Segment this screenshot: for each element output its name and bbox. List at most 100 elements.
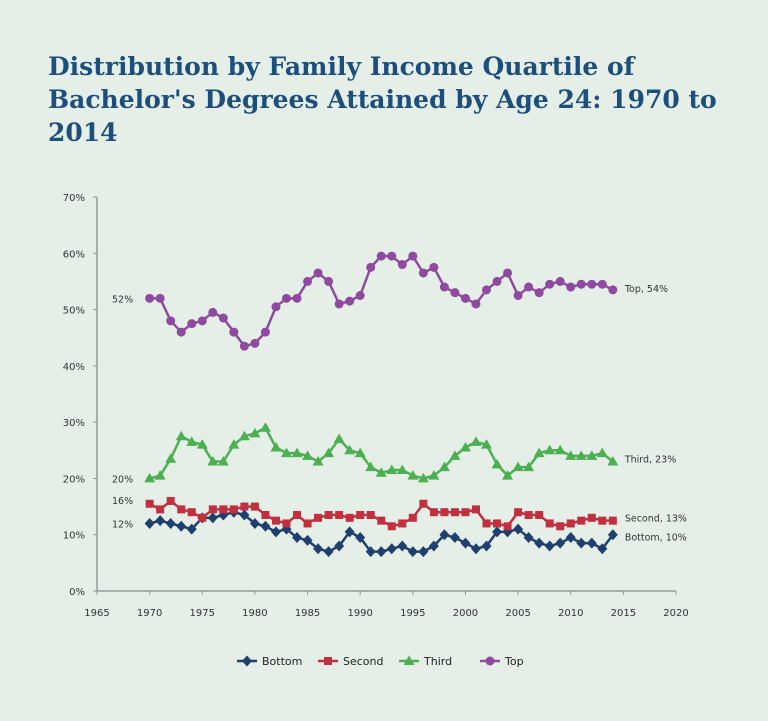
chart-title: Distribution by Family Income Quartile o…: [48, 52, 717, 147]
data-point-top: [345, 296, 355, 306]
data-point-top: [334, 299, 344, 309]
data-point-bottom: [355, 532, 366, 544]
data-point-second: [324, 511, 333, 520]
data-point-top: [408, 251, 418, 261]
data-point-top: [597, 279, 607, 289]
data-point-bottom: [576, 537, 587, 549]
x-tick-label: 1975: [190, 608, 215, 619]
data-point-third: [554, 444, 566, 455]
data-point-bottom: [449, 532, 460, 544]
data-point-top: [355, 291, 365, 300]
y-tick-label: 20%: [63, 474, 85, 485]
y-tick-label: 60%: [63, 249, 85, 260]
data-point-second: [461, 508, 470, 517]
data-point-top: [313, 268, 323, 278]
data-point-third: [512, 461, 524, 472]
data-point-third: [607, 456, 619, 466]
data-point-second: [535, 511, 544, 520]
data-point-bottom: [397, 540, 408, 552]
data-point-third: [165, 453, 177, 463]
data-point-second: [545, 519, 554, 528]
data-point-top: [176, 327, 186, 337]
data-point-second: [156, 505, 165, 514]
data-point-second: [366, 511, 375, 520]
data-point-second: [240, 502, 249, 511]
data-point-second: [514, 508, 523, 517]
data-point-third: [270, 441, 282, 452]
data-point-top: [271, 302, 281, 312]
data-point-top: [450, 288, 460, 298]
data-point-second: [250, 502, 259, 511]
data-point-bottom: [292, 532, 303, 544]
data-point-bottom: [439, 529, 450, 541]
data-point-third: [333, 433, 345, 444]
end-label-bottom: Bottom, 10%: [625, 533, 687, 544]
y-tick-label: 40%: [63, 362, 85, 373]
data-point-second: [587, 513, 596, 522]
data-point-top: [250, 338, 260, 348]
data-point-bottom: [323, 546, 334, 558]
data-point-second: [440, 508, 449, 517]
start-label-bottom: 12%: [112, 519, 133, 530]
data-point-top: [260, 327, 270, 337]
data-point-bottom: [302, 534, 313, 546]
data-point-second: [524, 511, 533, 520]
data-point-second: [387, 522, 396, 531]
data-point-bottom: [492, 526, 503, 538]
data-point-top: [145, 293, 155, 303]
data-point-second: [282, 519, 291, 528]
data-point-second: [145, 499, 154, 508]
legend-marker-second: [324, 657, 332, 665]
data-point-bottom: [376, 546, 387, 558]
data-point-bottom: [544, 540, 555, 552]
data-point-third: [207, 456, 219, 466]
data-point-second: [566, 519, 575, 528]
data-point-second: [177, 505, 186, 514]
data-point-second: [356, 511, 365, 520]
data-point-third: [154, 470, 166, 480]
data-point-second: [577, 516, 586, 525]
x-tick-label: 2015: [611, 608, 636, 619]
data-point-top: [429, 262, 439, 272]
data-point-second: [503, 522, 512, 531]
data-point-top: [366, 262, 376, 272]
data-point-bottom: [470, 543, 481, 555]
data-point-bottom: [270, 526, 281, 538]
data-point-second: [419, 499, 428, 508]
data-point-third: [459, 441, 471, 452]
data-point-second: [608, 516, 617, 525]
data-point-top: [587, 279, 597, 289]
data-point-top: [534, 288, 544, 298]
data-point-second: [335, 511, 344, 520]
data-point-third: [249, 427, 261, 438]
data-point-bottom: [313, 543, 324, 555]
data-point-top: [397, 260, 407, 270]
data-point-bottom: [534, 537, 545, 549]
data-point-second: [208, 505, 217, 514]
data-point-bottom: [186, 523, 197, 535]
data-point-second: [293, 511, 302, 520]
x-tick-label: 1980: [242, 608, 267, 619]
data-point-third: [470, 436, 482, 446]
data-point-bottom: [523, 532, 534, 544]
data-point-top: [471, 299, 481, 309]
y-tick-label: 0%: [69, 587, 85, 598]
x-tick-label: 2020: [663, 608, 688, 619]
data-point-third: [228, 439, 240, 449]
data-point-third: [481, 439, 493, 449]
data-point-third: [291, 447, 303, 458]
data-point-bottom: [407, 546, 418, 558]
start-label-third: 20%: [112, 474, 133, 485]
data-point-third: [428, 470, 440, 480]
data-point-second: [303, 519, 312, 528]
data-point-third: [502, 470, 514, 480]
data-point-top: [166, 316, 176, 326]
data-point-third: [375, 467, 387, 477]
data-point-top: [555, 276, 565, 286]
data-point-top: [418, 268, 428, 278]
legend-marker-third: [403, 655, 415, 665]
x-tick-label: 1970: [137, 608, 162, 619]
series-line-top: [149, 254, 614, 348]
data-point-third: [586, 450, 598, 460]
data-point-bottom: [344, 526, 355, 538]
